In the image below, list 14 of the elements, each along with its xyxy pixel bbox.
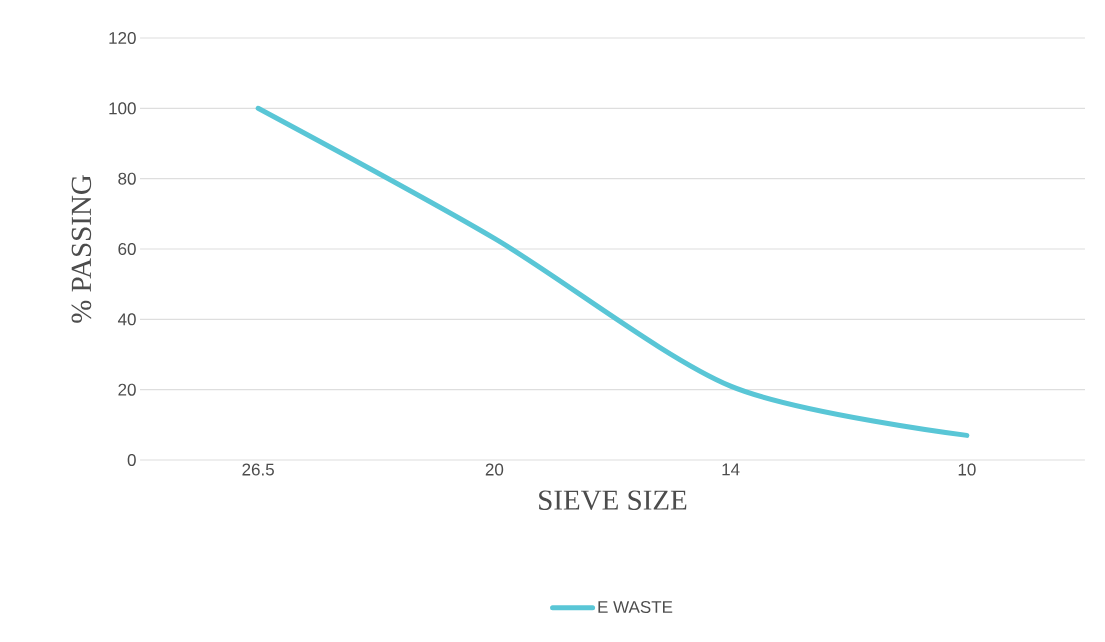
y-axis-title: % PASSING [71,175,92,323]
y-tick-label: 60 [118,242,136,256]
y-tick-label: 100 [109,102,136,115]
x-tick-label: 20 [485,463,504,476]
y-tick-label: 40 [117,313,136,326]
y-tick-label: 0 [127,453,136,467]
y-tick-label: 20 [118,383,136,396]
y-tick-label: 80 [118,172,136,185]
legend-label: E WASTE [598,601,673,614]
x-tick-label: 10 [958,463,976,476]
x-tick-label: 14 [722,463,740,476]
x-tick-label: 26.5 [242,463,274,476]
x-axis-title: SIEVE SIZE [539,490,687,511]
y-tick-label: 120 [109,31,136,45]
